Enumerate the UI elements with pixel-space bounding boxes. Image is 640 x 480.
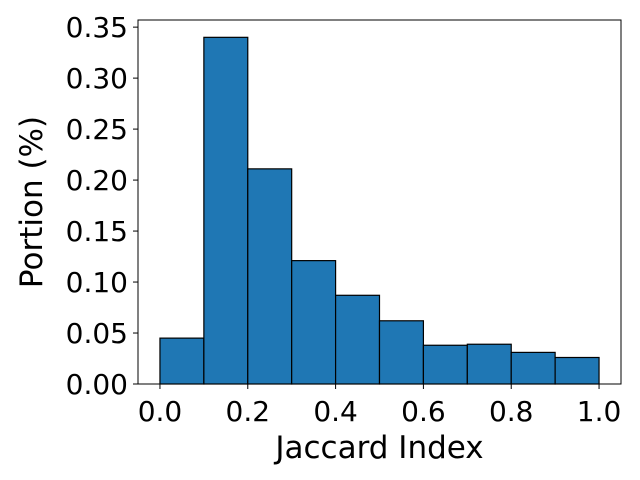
- histogram-bar-1: [203, 36, 249, 385]
- y-tick-label-1: 0.05: [66, 317, 128, 350]
- histogram-bar-2: [247, 168, 293, 385]
- plot-frame: [137, 19, 622, 385]
- histogram-bar-6: [422, 344, 468, 385]
- y-tick-label-3: 0.15: [66, 215, 128, 248]
- y-tick-label-5: 0.25: [66, 113, 128, 146]
- histogram-bar-4: [334, 294, 381, 385]
- x-tick-label-0: 0.0: [138, 395, 183, 428]
- x-axis-label: Jaccard Index: [273, 430, 483, 466]
- x-tick-label-1: 0.2: [226, 395, 271, 428]
- y-axis-ticks: 0.00 0.05 0.10 0.15 0.20 0.25 0.30 0.35: [66, 11, 138, 401]
- x-tick-label-5: 1.0: [577, 395, 622, 428]
- x-axis-ticks: 0.0 0.2 0.4 0.6 0.8 1.0: [138, 384, 622, 428]
- bars-group: [159, 36, 600, 385]
- y-tick-label-2: 0.10: [66, 266, 128, 299]
- y-tick-label-6: 0.30: [66, 62, 128, 95]
- y-axis-label: Portion (%): [14, 116, 50, 288]
- histogram-bar-3: [291, 260, 337, 385]
- x-tick-label-3: 0.6: [401, 395, 446, 428]
- x-tick-label-2: 0.4: [313, 395, 358, 428]
- histogram-bar-5: [378, 320, 425, 385]
- y-tick-label-4: 0.20: [66, 164, 128, 197]
- histogram-bar-9: [554, 356, 600, 385]
- x-tick-label-4: 0.8: [489, 395, 534, 428]
- histogram-bar-8: [510, 351, 556, 385]
- y-tick-label-7: 0.35: [66, 11, 128, 44]
- histogram-bar-0: [159, 337, 205, 385]
- y-tick-label-0: 0.00: [66, 368, 128, 401]
- histogram-bar-7: [466, 343, 512, 385]
